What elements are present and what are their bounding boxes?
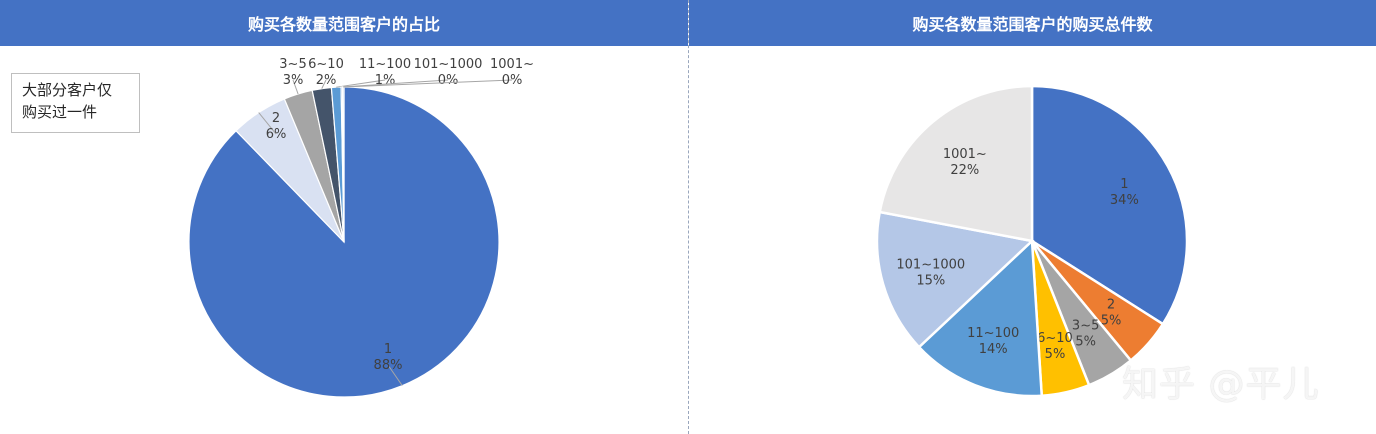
slice-category-label: 101~1000 xyxy=(414,57,483,72)
slice-category-label: 2 xyxy=(1107,298,1115,313)
annotation-line-2: 购买过一件 xyxy=(22,103,98,121)
leader-line-6-10 xyxy=(321,79,327,89)
watermark-text: 知乎 @平儿 xyxy=(1122,364,1320,405)
annotation-box: 大部分客户仅 购买过一件 xyxy=(11,73,140,133)
slice-percent-label: 5% xyxy=(1075,335,1096,350)
slice-category-label: 101~1000 xyxy=(896,257,965,272)
slice-percent-label: 0% xyxy=(438,73,459,88)
slice-category-label: 3~5 xyxy=(279,57,306,72)
slice-category-label: 1 xyxy=(1120,177,1128,192)
slice-percent-label: 5% xyxy=(1101,314,1122,329)
pie-slice-101-1000 xyxy=(875,210,1035,349)
chart-panel-left: 购买各数量范围客户的占比 1 88% 2 6% 3~5 3% 6~10 2% 11~100 1% 1… xyxy=(0,0,688,398)
chart-title-right: 购买各数量范围客户的购买总件数 xyxy=(689,0,1376,46)
pie-slice-11-100 xyxy=(917,238,1044,398)
slice-percent-label: 5% xyxy=(1045,347,1066,362)
slice-category-label: 2 xyxy=(272,111,280,126)
slice-percent-label: 2% xyxy=(316,73,337,88)
slice-percent-label: 6% xyxy=(266,127,287,142)
panel-divider xyxy=(688,0,689,434)
pie-chart-left: 188%26%3~53%6~102%11~1001%101~10000%1001… xyxy=(188,57,534,398)
slice-percent-label: 15% xyxy=(916,273,945,288)
slice-category-label: 1001~ xyxy=(490,57,534,72)
leader-line-2 xyxy=(258,112,277,135)
slice-percent-label: 14% xyxy=(979,342,1008,357)
leader-line-11-100 xyxy=(336,79,386,88)
slice-category-label: 11~100 xyxy=(967,326,1019,341)
slice-percent-label: 88% xyxy=(374,358,403,373)
slice-category-label: 1 xyxy=(384,342,392,357)
slice-percent-label: 22% xyxy=(950,163,979,178)
leader-line-1 xyxy=(387,364,403,386)
chart-title-left: 购买各数量范围客户的占比 xyxy=(0,0,688,46)
slice-category-label: 11~100 xyxy=(359,57,411,72)
slice-category-label: 1001~ xyxy=(943,147,987,162)
annotation-line-1: 大部分客户仅 xyxy=(22,81,113,99)
slice-category-label: 6~10 xyxy=(1037,331,1073,346)
pie-slice-1001 xyxy=(878,84,1034,243)
chart-panel-right: 购买各数量范围客户的购买总件数 1 34% 2 5% 3~5 5% 6~10 5% 11~100… xyxy=(689,0,1376,434)
slice-percent-label: 3% xyxy=(283,73,304,88)
slice-percent-label: 0% xyxy=(502,73,523,88)
leader-line-3-5 xyxy=(292,79,299,95)
slice-percent-label: 34% xyxy=(1110,193,1139,208)
pie-chart-right: 134%25%3~55%6~105%11~10014%101~100015%10… xyxy=(875,84,1189,398)
slice-category-label: 6~10 xyxy=(308,57,344,72)
leader-line-1001 xyxy=(343,79,513,88)
slice-category-label: 3~5 xyxy=(1072,319,1099,334)
